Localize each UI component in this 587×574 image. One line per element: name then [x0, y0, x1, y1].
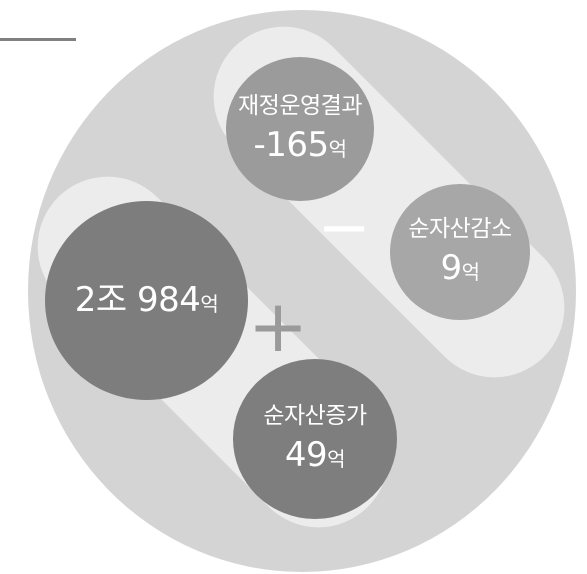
net-asset-increase-unit: 억 — [327, 446, 346, 471]
net-asset-decrease-bubble: 순자산감소 9억 — [390, 184, 530, 320]
net-asset-decrease-label: 순자산감소 — [408, 216, 512, 243]
net-asset-increase-value: 49 — [284, 434, 328, 475]
total-value-line: 2조 984억 — [74, 279, 219, 320]
plus-operator: + — [247, 284, 309, 368]
total-value: 2조 984 — [74, 279, 201, 320]
operating-result-bubble: 재정운영결과 -165억 — [226, 57, 374, 201]
total-unit: 억 — [200, 291, 219, 316]
operating-result-value-line: -165억 — [253, 124, 347, 165]
operating-result-unit: 억 — [328, 136, 347, 161]
net-asset-decrease-unit: 억 — [461, 259, 480, 284]
top-rule-divider — [0, 38, 76, 41]
operating-result-value: -165 — [253, 124, 329, 165]
net-asset-increase-label: 순자산증가 — [263, 403, 367, 430]
minus-operator: − — [317, 191, 371, 265]
net-asset-increase-bubble: 순자산증가 49억 — [233, 359, 397, 519]
net-asset-decrease-value-line: 9억 — [440, 247, 480, 288]
total-bubble: 2조 984억 — [45, 201, 248, 400]
net-asset-decrease-value: 9 — [440, 247, 462, 288]
operating-result-label: 재정운영결과 — [238, 93, 362, 120]
net-asset-increase-value-line: 49억 — [284, 434, 346, 475]
